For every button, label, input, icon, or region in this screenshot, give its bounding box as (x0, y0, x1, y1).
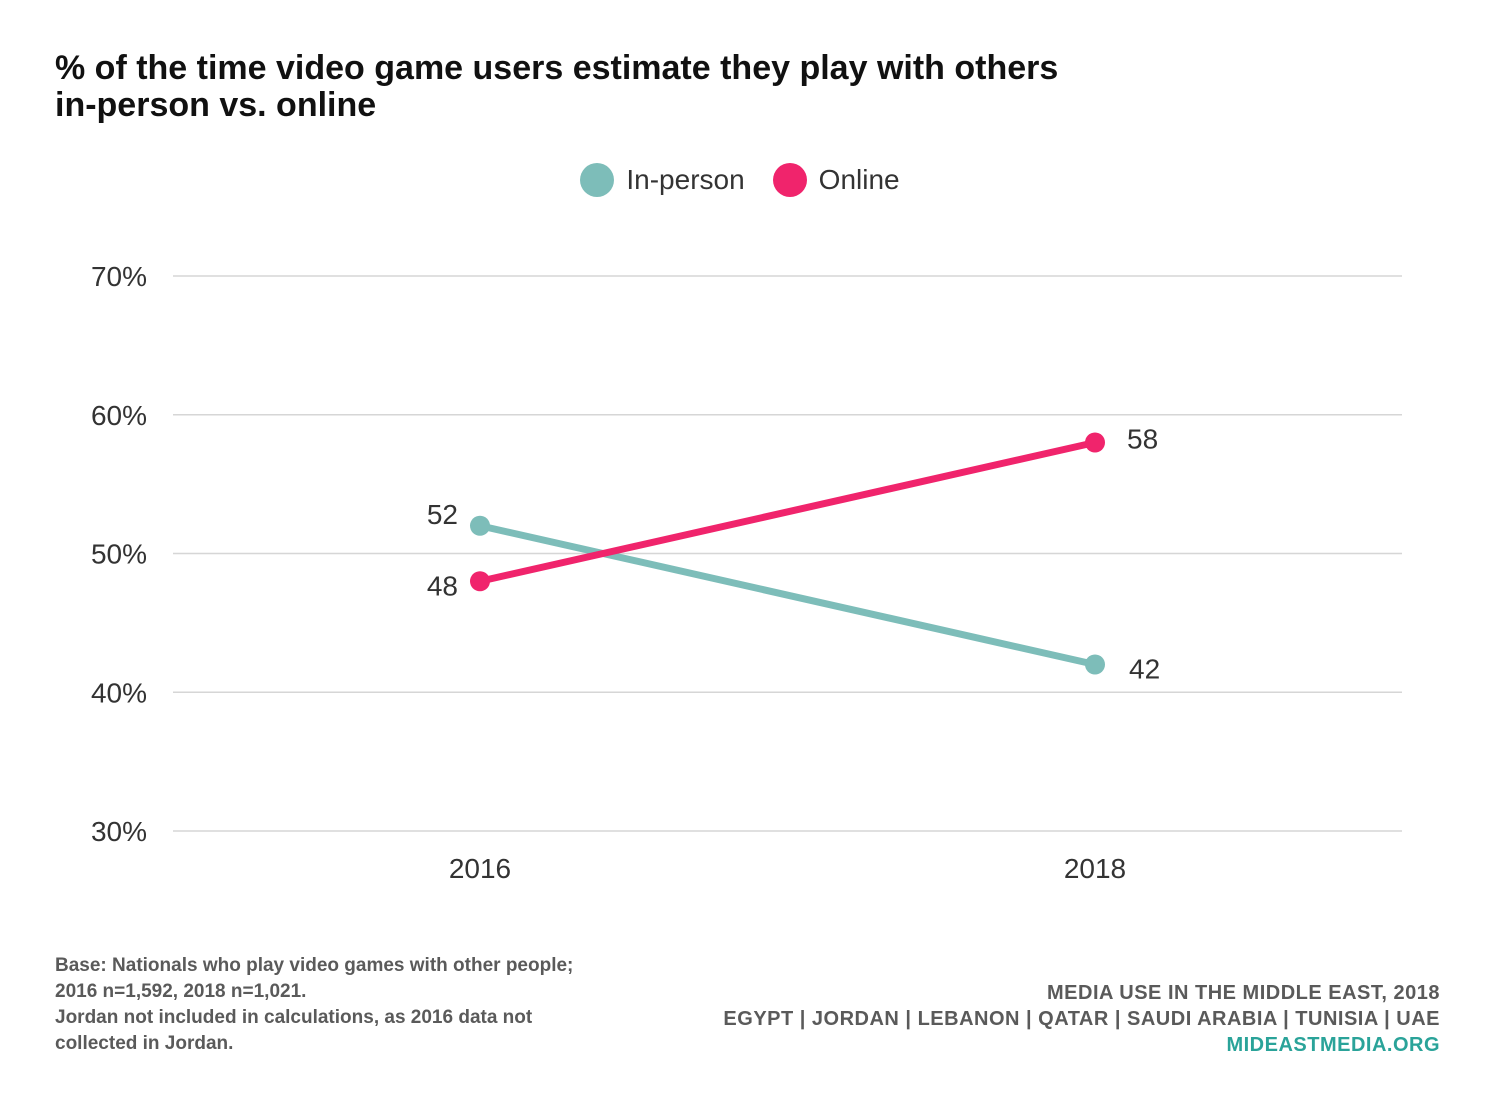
footnote-line-4: collected in Jordan. (55, 1033, 234, 1054)
credits-website: MIDEASTMEDIA.ORG (1226, 1034, 1440, 1056)
chart-title-line-1: % of the time video game users estimate … (55, 49, 1059, 87)
legend-swatch-in-person (580, 163, 615, 197)
y-tick-label-70: 70% (91, 261, 147, 292)
data-label-in-person-2018: 42 (1129, 654, 1160, 685)
credits-report-title: MEDIA USE IN THE MIDDLE EAST, 2018 (1047, 982, 1440, 1004)
chart-title: % of the time video game users estimate … (55, 50, 1255, 124)
chart-title-line-2: in-person vs. online (55, 86, 377, 124)
data-point-in-person-2016 (470, 515, 490, 536)
data-label-online-2016: 48 (427, 570, 458, 601)
legend-swatch-online (772, 163, 807, 197)
y-tick-label-30: 30% (91, 816, 147, 847)
legend-label-in-person: In-person (626, 164, 745, 195)
x-tick-label-2016: 2016 (449, 853, 511, 884)
data-label-in-person-2016: 52 (427, 499, 458, 530)
credits: MEDIA USE IN THE MIDDLE EAST, 2018 EGYPT… (723, 980, 1440, 1058)
data-point-online-2018 (1085, 432, 1105, 453)
data-label-online-2018: 58 (1127, 424, 1158, 455)
legend-label-online: Online (818, 164, 900, 195)
legend-item-in-person: In-person (580, 163, 745, 197)
y-tick-label-60: 60% (91, 400, 147, 431)
series-line-online (476, 439, 1099, 585)
chart-legend: In-person Online (0, 163, 1480, 197)
data-point-in-person-2018 (1085, 654, 1105, 675)
y-tick-label-40: 40% (91, 677, 147, 708)
footnote: Base: Nationals who play video games wit… (55, 953, 675, 1057)
footnote-line-2: 2016 n=1,592, 2018 n=1,021. (55, 981, 307, 1002)
x-tick-label-2018: 2018 (1064, 853, 1126, 884)
y-tick-label-50: 50% (91, 539, 147, 570)
legend-item-online: Online (772, 163, 900, 197)
credits-countries: EGYPT | JORDAN | LEBANON | QATAR | SAUDI… (723, 1008, 1440, 1030)
footnote-line-3: Jordan not included in calculations, as … (55, 1007, 533, 1028)
footnote-line-1: Base: Nationals who play video games wit… (55, 955, 574, 976)
series-line-in-person (476, 522, 1099, 668)
data-point-online-2016 (470, 571, 490, 592)
